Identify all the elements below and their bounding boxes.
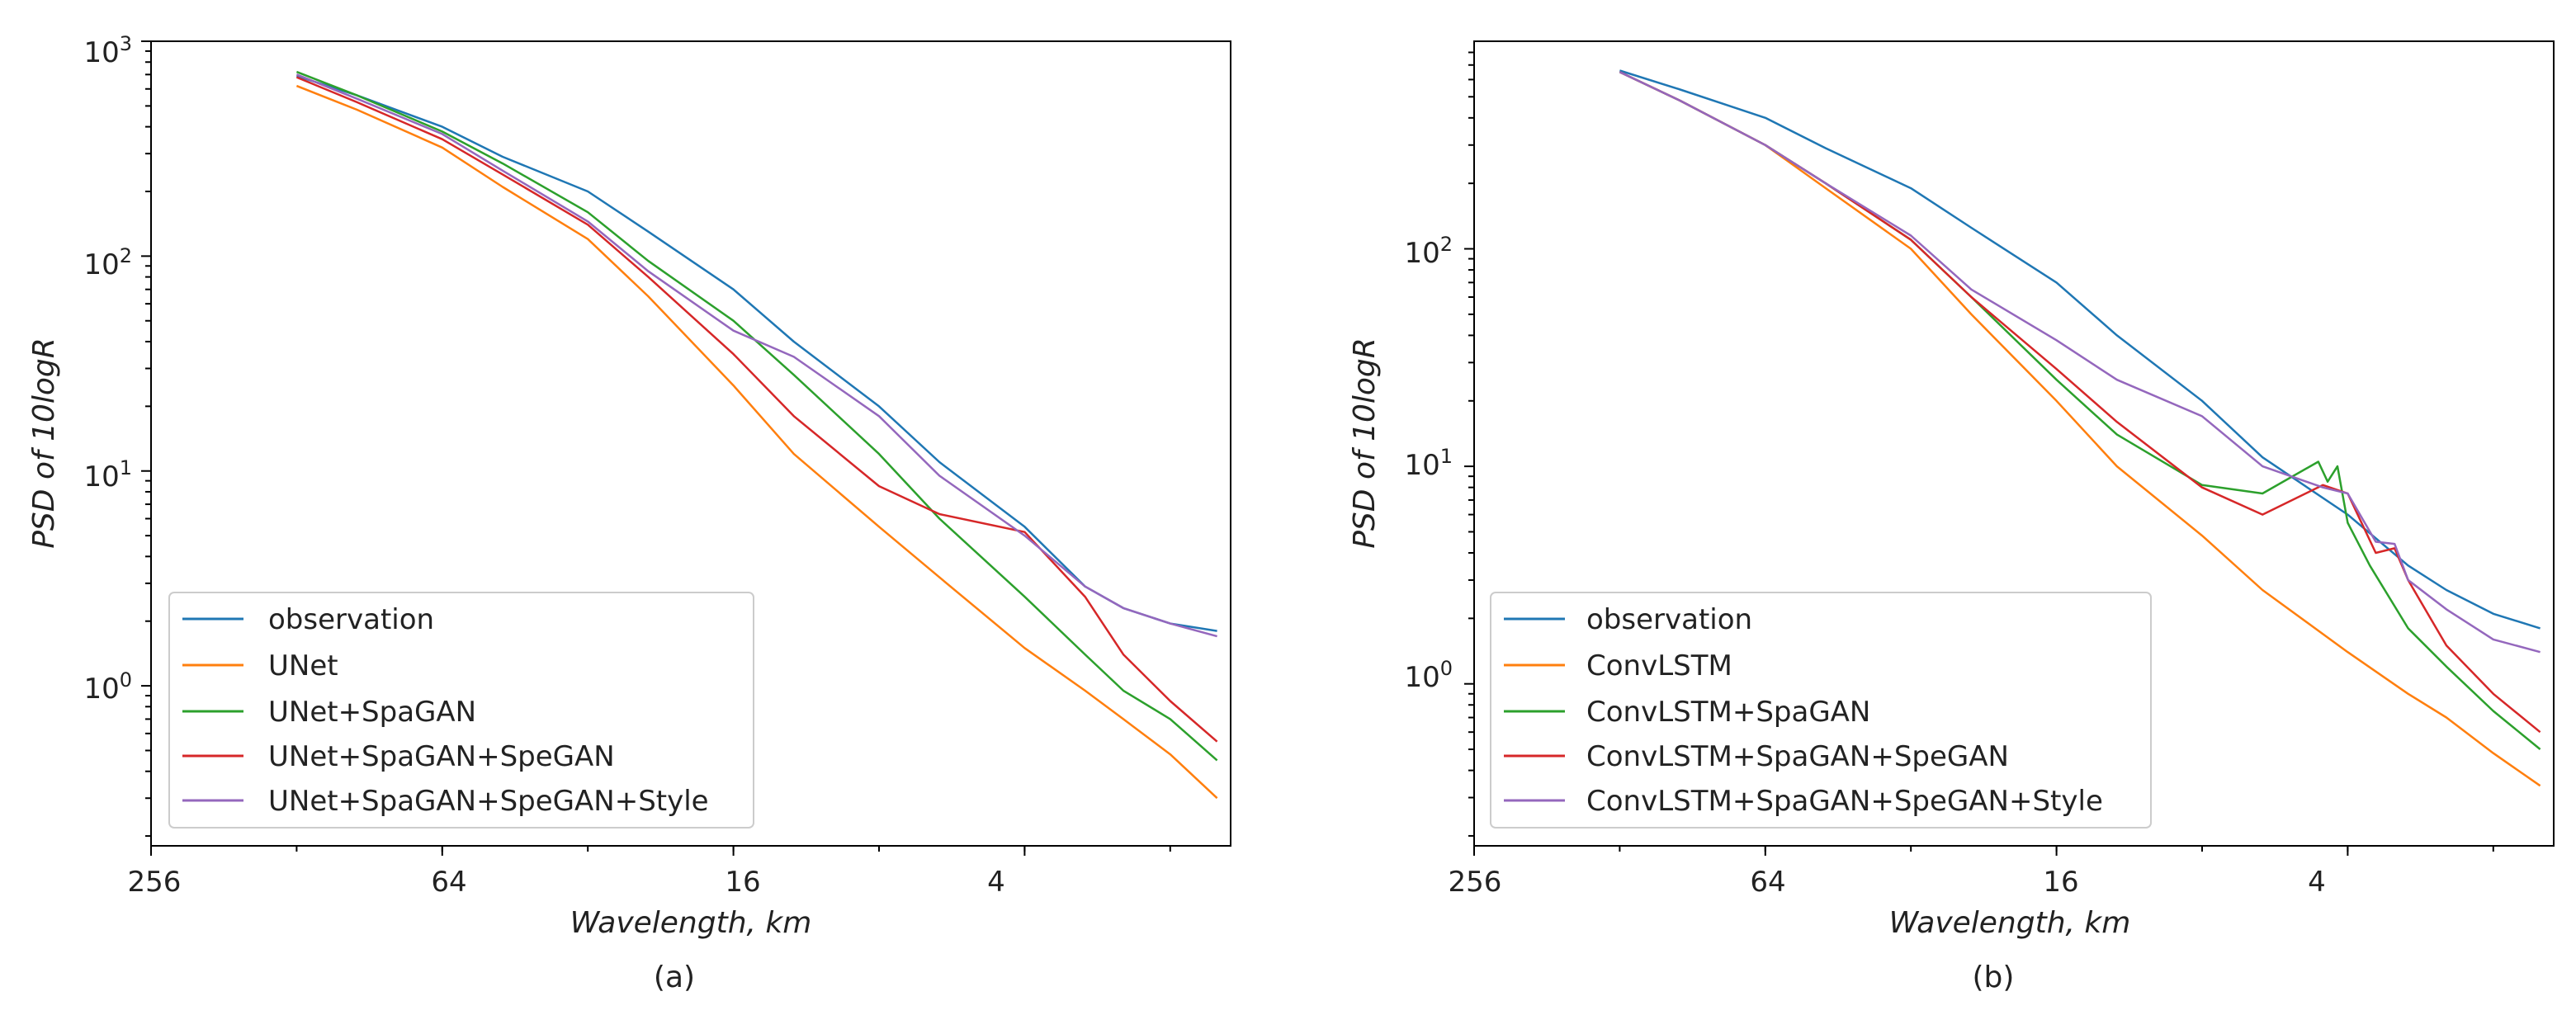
tick-label: 4 <box>2308 866 2326 899</box>
tick-exponent: 3 <box>120 32 132 55</box>
y-axis-label: PSD of 10logR <box>1348 338 1382 549</box>
series-line-observation <box>1619 69 2541 630</box>
series-line-unet-spagan-spegan <box>295 76 1218 743</box>
x-axis-label: Wavelength, km <box>1889 906 2131 940</box>
tick-base: 10 <box>83 36 119 69</box>
tick-marks <box>141 40 1171 856</box>
tick-label: 101 <box>1404 445 1453 482</box>
axes-frame <box>150 40 1231 847</box>
tick-exponent: 1 <box>1440 445 1453 468</box>
series-line-convlstm-spagan-spegan-style <box>1619 71 2541 654</box>
tick-label: 256 <box>128 866 182 899</box>
series-line-unet-spagan <box>295 70 1218 762</box>
tick-label: 4 <box>987 866 1005 899</box>
legend-label: UNet+SpaGAN+SpeGAN <box>268 740 615 773</box>
x-axis-label: Wavelength, km <box>570 906 812 940</box>
legend-box <box>168 592 754 829</box>
panel-a: 256 64 16 4 103 102 101 100 PSD of 10log… <box>27 32 1231 994</box>
legend: observation UNet UNet+SpaGAN UNet+SpaGAN… <box>168 592 754 829</box>
tick-label: 103 <box>83 32 132 69</box>
legend-label: UNet+SpaGAN <box>268 696 476 729</box>
panel-b: 256 64 16 4 102 101 100 PSD of 10logR Wa… <box>1348 40 2555 994</box>
tick-label: 100 <box>83 668 132 706</box>
tick-label: 16 <box>725 866 760 899</box>
legend-label: UNet <box>268 649 338 682</box>
legend-label: UNet+SpaGAN+SpeGAN+Style <box>268 785 709 818</box>
tick-base: 10 <box>83 248 119 281</box>
tick-base: 10 <box>83 673 119 706</box>
series-line-observation <box>296 74 1217 632</box>
legend: observation ConvLSTM ConvLSTM+SpaGAN Con… <box>1490 592 2152 829</box>
legend-label: ConvLSTM+SpaGAN+SpeGAN+Style <box>1586 785 2103 818</box>
panel-caption: (a) <box>654 961 695 994</box>
tick-label: 256 <box>1449 866 1502 899</box>
series-group <box>1619 69 2541 787</box>
tick-exponent: 2 <box>1440 233 1453 256</box>
legend-label: ConvLSTM+SpaGAN+SpeGAN <box>1586 740 2009 773</box>
tick-exponent: 2 <box>120 244 132 267</box>
series-line-unet-spagan-spegan-style <box>295 73 1217 638</box>
tick-label: 102 <box>83 244 132 281</box>
tick-label: 64 <box>431 866 466 899</box>
legend-label: observation <box>268 603 434 636</box>
tick-marks <box>1464 51 2494 856</box>
tick-label: 100 <box>1404 657 1453 694</box>
series-line-unet <box>295 84 1218 800</box>
tick-base: 10 <box>1404 449 1439 482</box>
tick-label: 16 <box>2043 866 2078 899</box>
legend-label: observation <box>1586 603 1752 636</box>
axes-frame <box>1473 40 2555 847</box>
legend-label: ConvLSTM <box>1586 649 1732 682</box>
legend-box <box>1490 592 2152 829</box>
legend-label: ConvLSTM+SpaGAN <box>1586 696 1870 729</box>
tick-exponent: 0 <box>120 668 132 692</box>
tick-base: 10 <box>1404 661 1439 694</box>
tick-base: 10 <box>83 460 119 493</box>
tick-base: 10 <box>1404 237 1439 270</box>
tick-label: 64 <box>1750 866 1785 899</box>
tick-exponent: 1 <box>120 456 132 479</box>
y-axis-label: PSD of 10logR <box>27 338 61 549</box>
tick-exponent: 0 <box>1440 657 1453 680</box>
panel-caption: (b) <box>1973 961 2015 994</box>
tick-label: 101 <box>83 456 132 493</box>
series-line-convlstm <box>1619 71 2541 787</box>
series-group <box>295 70 1218 800</box>
tick-label: 102 <box>1404 233 1453 270</box>
